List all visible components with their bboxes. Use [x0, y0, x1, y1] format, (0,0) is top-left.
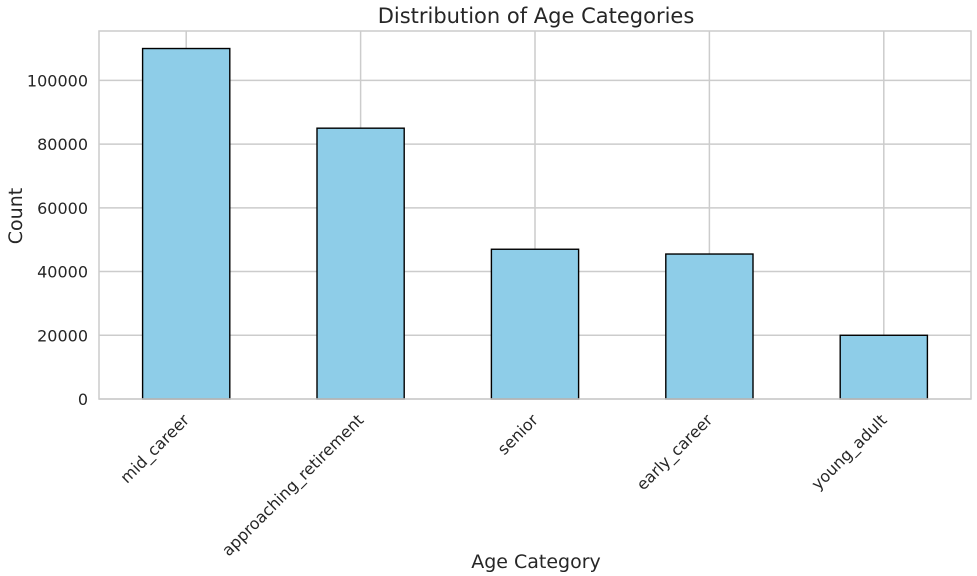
y-tick-labels: 0 20000 40000 60000 80000 100000 [27, 71, 88, 409]
y-tick-label: 60000 [37, 199, 88, 218]
bar-young_adult [839, 334, 929, 400]
x-tick-labels: mid_career approaching_retirement senior ea… [116, 410, 891, 560]
y-tick-label: 100000 [27, 71, 88, 90]
x-tick-label: early_career [633, 410, 718, 495]
bar-senior [490, 248, 580, 400]
y-tick-label: 0 [78, 390, 88, 409]
y-tick-label: 20000 [37, 326, 88, 345]
bars [141, 47, 929, 400]
x-axis-label: Age Category [471, 551, 601, 573]
y-axis-label: Count [5, 188, 27, 244]
y-tick-label: 80000 [37, 135, 88, 154]
bar-early_career [665, 253, 754, 400]
y-tick-label: 40000 [37, 263, 88, 282]
x-tick-label: approaching_retirement [218, 410, 368, 560]
chart-title: Distribution of Age Categories [378, 4, 695, 28]
x-tick-label: young_adult [808, 410, 892, 494]
x-tick-label: mid_career [116, 410, 194, 488]
bar-approaching_retirement [316, 127, 405, 400]
x-tick-label: senior [494, 410, 542, 458]
bar-mid_career [141, 47, 231, 400]
axes-frame [98, 30, 972, 400]
